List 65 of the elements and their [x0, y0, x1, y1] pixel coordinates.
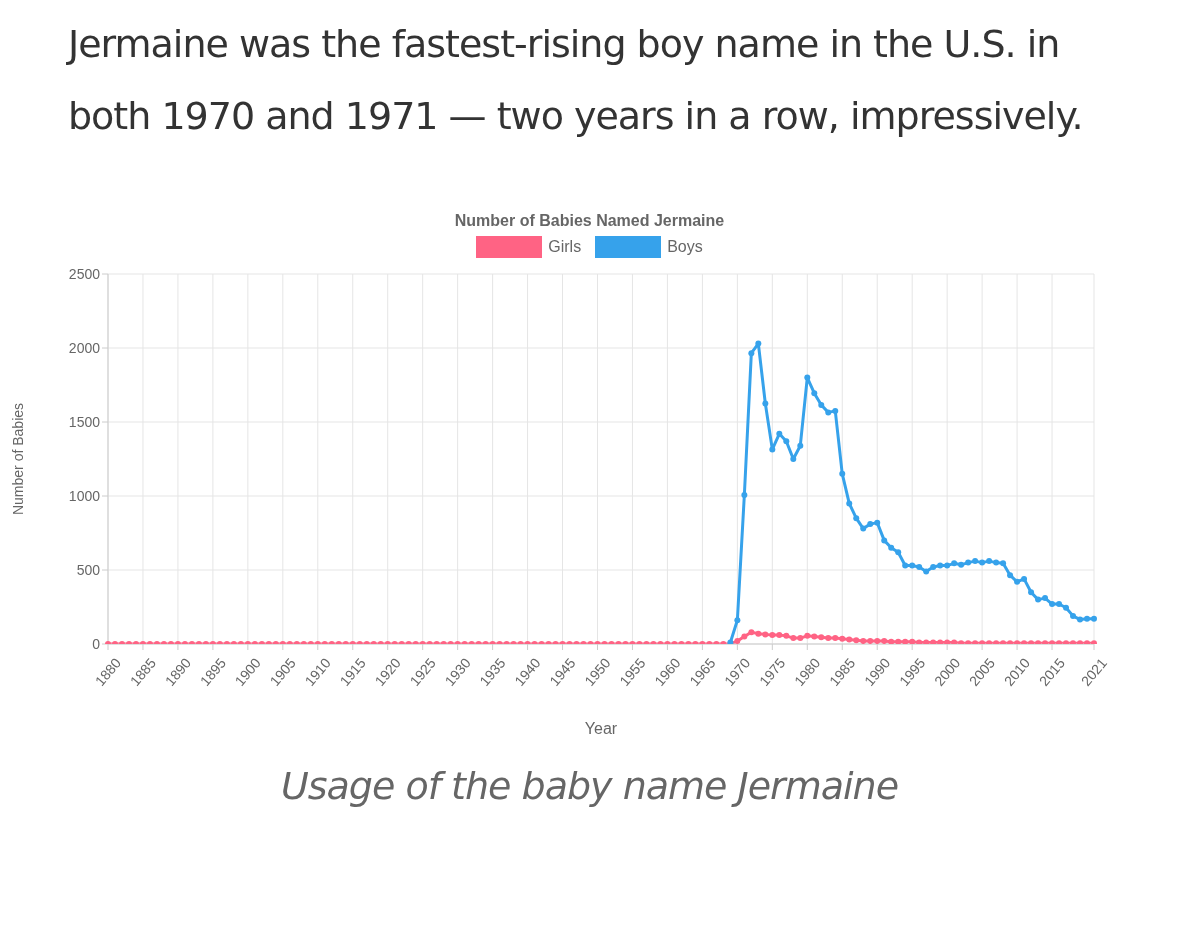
- point: [741, 491, 748, 498]
- point: [762, 400, 769, 407]
- point: [958, 561, 965, 568]
- point: [1063, 604, 1070, 611]
- point: [979, 559, 986, 566]
- point: [909, 562, 916, 569]
- point: [839, 470, 846, 477]
- point: [1042, 595, 1049, 602]
- point: [881, 537, 888, 544]
- point: [916, 564, 923, 571]
- text: Jermaine was the fastest-rising boy name in the U.S. in both 1970 and 1971 — two years in a row, impressively.: [65, 21, 1084, 140]
- y-tick-label: 2500: [68, 265, 101, 282]
- point: [818, 401, 825, 408]
- point: [811, 390, 818, 397]
- point: [1056, 601, 1063, 608]
- y-tick-label: 1000: [68, 487, 101, 504]
- point: [769, 446, 776, 453]
- point: [797, 442, 804, 449]
- point: [895, 549, 902, 556]
- point: [1077, 616, 1084, 623]
- point: [1049, 601, 1056, 608]
- point: [1021, 575, 1028, 582]
- point: [832, 407, 839, 414]
- point: [755, 340, 762, 347]
- point: [874, 519, 881, 526]
- point: [825, 409, 832, 416]
- y-tick-label: 1500: [68, 413, 101, 430]
- point: [867, 521, 874, 528]
- point: [748, 350, 755, 357]
- point: [1091, 615, 1097, 622]
- point: [944, 562, 951, 569]
- point: [804, 374, 811, 381]
- y-axis-title: Number of Babies: [9, 402, 26, 516]
- point: [923, 568, 930, 575]
- point: [1028, 589, 1035, 596]
- point: [1007, 572, 1014, 579]
- point: [776, 430, 783, 437]
- point: [1014, 578, 1021, 585]
- point: [965, 559, 972, 566]
- point: [930, 564, 937, 571]
- point: [790, 456, 797, 462]
- point: [1084, 615, 1091, 622]
- y-tick-label: 2000: [68, 339, 101, 356]
- y-tick-label: 0: [92, 635, 101, 652]
- point: [902, 562, 909, 569]
- point: [888, 544, 895, 551]
- legend-label: Girls: [548, 238, 582, 256]
- point: [972, 558, 979, 565]
- point: [860, 525, 867, 532]
- point: [951, 560, 958, 567]
- point: [734, 617, 741, 624]
- point: [1000, 560, 1007, 567]
- x-axis-title: Year: [584, 720, 618, 737]
- text: Usage of the baby name Jermaine: [279, 764, 900, 808]
- legend-label: Boys: [667, 238, 703, 256]
- point: [993, 559, 1000, 566]
- point: [846, 500, 853, 507]
- point: [853, 515, 860, 522]
- y-tick-label: 500: [76, 561, 101, 578]
- point: [1035, 596, 1042, 603]
- point: [937, 562, 944, 569]
- point: [1070, 612, 1077, 619]
- chart-title: Number of Babies Named Jermaine: [453, 212, 726, 230]
- point: [783, 438, 790, 445]
- point: [986, 558, 993, 565]
